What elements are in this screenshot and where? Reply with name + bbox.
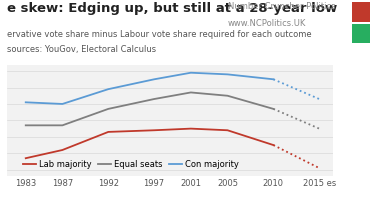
Text: sources: YouGov, Electoral Calculus: sources: YouGov, Electoral Calculus xyxy=(7,45,157,54)
Text: e skew: Edging up, but still at a 28-year low: e skew: Edging up, but still at a 28-yea… xyxy=(7,2,338,15)
Text: Number Cruncher Politics: Number Cruncher Politics xyxy=(228,2,335,11)
Legend: Lab majority, Equal seats, Con majority: Lab majority, Equal seats, Con majority xyxy=(20,157,242,172)
Text: www.NCPolitics.UK: www.NCPolitics.UK xyxy=(228,19,306,28)
Text: ervative vote share minus Labour vote share required for each outcome: ervative vote share minus Labour vote sh… xyxy=(7,30,312,39)
